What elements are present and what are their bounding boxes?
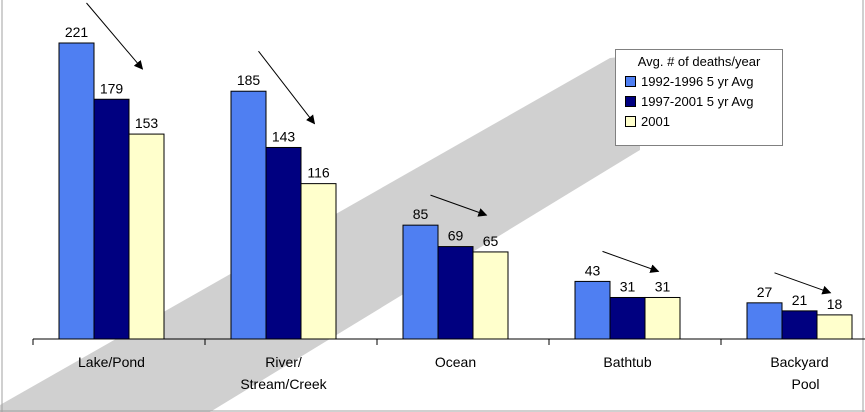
bar-3-2 [644,296,681,340]
bar-4-1 [781,310,818,340]
legend-title: Avg. # of deaths/year [637,54,761,69]
category-label-1: River/Stream/Creek [240,354,327,392]
bar-2-2 [472,251,509,340]
bar-2-0 [402,224,439,340]
data-label-2-0: 85 [413,206,429,222]
data-label-4-2: 18 [827,296,843,312]
trend-arrow-0 [86,2,144,70]
trend-arrow-4 [774,272,832,295]
bar-0-2 [128,133,165,340]
data-label-4-1: 21 [792,292,808,308]
bar-1-0 [230,90,267,340]
legend-swatch [625,75,636,87]
data-label-1-0: 185 [237,72,261,88]
data-label-2-1: 69 [448,228,464,244]
bar-3-1 [609,296,646,340]
legend-swatch [625,115,636,127]
trend-arrow-3 [602,250,660,273]
legend-label: 2001 [641,113,670,129]
bar-2-1 [437,246,474,340]
data-label-1-2: 116 [307,165,330,181]
category-label-0: Lake/Pond [78,354,145,370]
legend-item-2001: 2001 [616,111,782,131]
data-label-0-1: 179 [100,80,124,96]
category-label-3: Bathtub [603,354,651,370]
bar-1-2 [300,183,337,340]
trend-arrow-2 [430,194,488,217]
bar-0-1 [93,98,130,340]
data-label-0-2: 153 [135,115,159,131]
legend-swatch [625,95,636,107]
data-label-3-1: 31 [620,278,636,294]
legend-label: 1997-2001 5 yr Avg [641,93,754,109]
bar-1-1 [265,146,302,340]
data-label-2-2: 65 [483,233,499,249]
data-label-0-0: 221 [65,24,89,40]
data-label-3-0: 43 [585,262,601,278]
trend-arrow-1 [258,50,316,125]
data-label-3-2: 31 [655,278,671,294]
legend: Avg. # of deaths/year 1992-1996 5 yr Avg… [615,49,783,146]
data-label-4-0: 27 [757,284,773,300]
legend-item-1992-1996: 1992-1996 5 yr Avg [616,71,782,91]
bar-4-2 [816,314,853,340]
category-label-2: Ocean [435,354,476,370]
legend-item-1997-2001: 1997-2001 5 yr Avg [616,91,782,111]
bar-4-0 [746,302,783,340]
bar-0-0 [58,42,95,340]
data-label-1-1: 143 [272,128,296,144]
category-label-4: Backyard Pool [770,354,828,392]
bar-3-0 [574,280,611,340]
legend-label: 1992-1996 5 yr Avg [641,73,754,89]
